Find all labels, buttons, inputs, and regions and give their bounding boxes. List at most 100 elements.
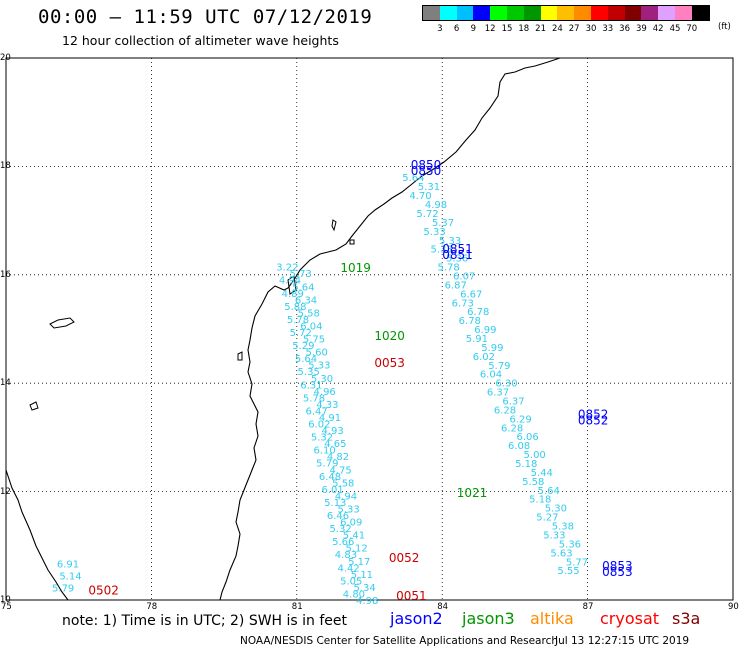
jason2-time-label: 0853 <box>602 559 633 573</box>
wave-height-value: 6.31 <box>300 380 322 391</box>
wave-height-value: 6.08 <box>508 441 530 452</box>
wave-height-value: 5.78 <box>287 315 309 326</box>
legend-swatch <box>641 6 659 20</box>
wave-height-value: 5.18 <box>529 495 551 506</box>
legend-label: 42 <box>652 24 664 34</box>
wave-height-value: 5.64 <box>402 173 424 184</box>
legend-swatch <box>557 6 575 20</box>
wave-height-value: 6.78 <box>467 307 489 318</box>
wave-height-value: 4.80 <box>343 589 365 600</box>
wave-height-value: 5.33 <box>423 227 445 238</box>
legend-jason2: jason2 <box>390 609 443 628</box>
wave-height-value: 5.88 <box>284 302 306 313</box>
wave-height-value: 4.42 <box>337 563 359 574</box>
wave-height-value: 6.06 <box>516 432 538 443</box>
island-small-5 <box>287 275 297 295</box>
wave-height-value: 4.98 <box>425 200 447 211</box>
lon-tick-label: 75 <box>1 602 12 612</box>
wave-height-value: 5.00 <box>524 450 546 461</box>
wave-height-value: 4.89 <box>282 289 304 300</box>
wave-height-value: 5.79 <box>488 361 510 372</box>
jason2-time-label: 0851 <box>442 242 473 256</box>
jason2-time-label-shadow: 0852 <box>578 413 609 427</box>
lat-tick-label: 12 <box>0 486 11 497</box>
wave-height-value: 5.58 <box>332 478 354 489</box>
lon-tick-label: 81 <box>291 602 303 612</box>
wave-height-value: 6.28 <box>501 423 523 434</box>
wave-height-value: 5.38 <box>552 522 574 533</box>
wave-height-value: 3.22 <box>276 263 298 274</box>
cryosat-time-label: 0051 <box>396 589 427 603</box>
legend-swatch <box>691 6 709 20</box>
legend-labels: 3 6 9 12 15 18 21 24 27 30 33 36 39 42 45 70 <box>422 21 710 35</box>
wave-height-value: 5.33 <box>543 530 565 541</box>
jason2-time-label-shadow: 0853 <box>602 565 633 579</box>
wave-height-value: 5.33 <box>337 504 359 515</box>
wave-height-value: 5.78 <box>303 393 325 404</box>
lat-tick-label: 18 <box>0 161 11 172</box>
wave-height-value: 5.58 <box>298 308 320 319</box>
wave-height-value: 5.64 <box>292 282 314 293</box>
lon-tick-label: 84 <box>437 602 449 612</box>
wave-height-value: 5.60 <box>306 348 328 359</box>
wave-height-value: 5.18 <box>515 459 537 470</box>
color-legend: 3 6 9 12 15 18 21 24 27 30 33 36 39 42 45 70 <box>422 5 710 35</box>
island-small-6 <box>237 351 243 361</box>
jason3-time-label: 1020 <box>374 329 405 343</box>
wave-height-value: 5.72 <box>290 328 312 339</box>
wave-height-value: 5.35 <box>298 367 320 378</box>
wave-height-value: 4.70 <box>409 191 431 202</box>
legend-label: 9 <box>470 24 477 34</box>
legend-s3a: s3a <box>672 609 701 628</box>
wave-height-value: 5.99 <box>481 343 503 354</box>
wave-height-value: 6.99 <box>474 325 496 336</box>
lat-tick-label: 10 <box>0 595 11 605</box>
wave-height-value: 5.29 <box>292 341 314 352</box>
legend-swatch <box>473 6 491 20</box>
wave-height-value: 4.94 <box>335 491 357 502</box>
legend-swatch <box>624 6 642 20</box>
legend-swatches <box>422 5 710 21</box>
legend-jason3: jason3 <box>462 609 515 628</box>
wave-height-value: 6.47 <box>306 406 328 417</box>
wave-height-value: 4.96 <box>314 387 336 398</box>
legend-swatch <box>506 6 524 20</box>
legend-label: 6 <box>453 24 460 34</box>
legend-label: 39 <box>635 24 647 34</box>
lon-tick-label: 87 <box>582 602 594 612</box>
wave-height-value: 5.11 <box>351 570 373 581</box>
wave-height-value: 4.75 <box>330 465 352 476</box>
wave-height-value: 6.46 <box>327 511 349 522</box>
wave-height-value: 5.91 <box>466 334 488 345</box>
wave-height-value: 5.33 <box>308 361 330 372</box>
wave-height-value: 4.93 <box>322 426 344 437</box>
wave-height-value: 5.36 <box>559 539 581 550</box>
map-grid <box>6 58 733 600</box>
wave-height-value: 6.87 <box>445 280 467 291</box>
satellite-tracks: 5.645.314.704.985.725.375.335.335.335.36… <box>52 158 633 607</box>
legend-swatch <box>439 6 457 20</box>
legend-label: 70 <box>686 24 698 34</box>
island-small-2 <box>29 401 39 411</box>
legend-swatch <box>658 6 675 20</box>
wave-height-value: 4.65 <box>324 439 346 450</box>
wave-height-value: 4.94 <box>279 276 301 287</box>
page-title: 00:00 – 11:59 UTC 07/12/2019 <box>38 6 373 28</box>
legend-label: 33 <box>602 24 614 34</box>
jason2-time-label-shadow: 0850 <box>411 164 442 178</box>
wave-height-value: 6.73 <box>452 298 474 309</box>
legend-label: 30 <box>585 24 597 34</box>
generated-timestamp: Jul 13 12:27:15 UTC 2019 <box>555 635 690 647</box>
jason2-time-label: 0852 <box>578 407 609 421</box>
legend-altika: altika <box>530 609 574 628</box>
island-small-1 <box>49 317 75 329</box>
wave-height-value: 6.07 <box>453 271 475 282</box>
jason2-time-label: 0850 <box>411 158 442 172</box>
legend-swatch <box>674 6 692 20</box>
wave-height-value: 5.12 <box>345 544 367 555</box>
wave-height-value: 4.33 <box>316 400 338 411</box>
wave-height-value: 6.67 <box>460 289 482 300</box>
coastline-east <box>219 57 561 601</box>
wave-height-value: 6.78 <box>459 316 481 327</box>
